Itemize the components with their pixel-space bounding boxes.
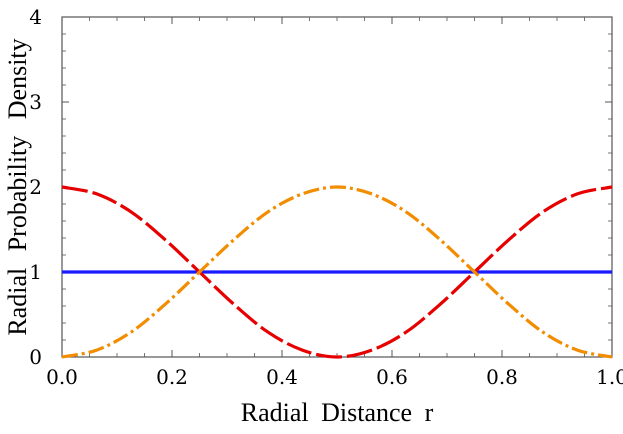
x-tick-label: 0.8: [486, 365, 518, 389]
y-tick-label: 0: [29, 345, 42, 369]
y-tick-label: 4: [29, 5, 42, 29]
x-axis-title: Radial Distance r: [241, 398, 434, 427]
x-tick-label: 1.0: [596, 365, 623, 389]
x-tick-label: 0.6: [376, 365, 408, 389]
y-axis-title: Radial Probability Density: [3, 38, 32, 335]
x-tick-labels: 0.0 0.2 0.4 0.6 0.8 1.0: [46, 365, 623, 389]
x-tick-label: 0.4: [266, 365, 298, 389]
x-tick-label: 0.0: [46, 365, 78, 389]
y-tick-label: 3: [29, 90, 42, 114]
series-layer: [61, 185, 613, 359]
x-tick-label: 0.2: [156, 365, 188, 389]
y-tick-label: 2: [29, 175, 42, 199]
series-red-dashed-curve: [61, 185, 613, 359]
y-tick-label: 1: [29, 260, 42, 284]
y-tick-labels: 0 1 2 3 4: [29, 5, 42, 369]
series-orange-dashdot-curve: [61, 185, 613, 359]
